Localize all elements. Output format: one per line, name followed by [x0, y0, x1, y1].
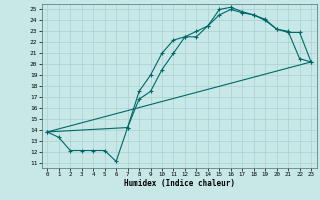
X-axis label: Humidex (Indice chaleur): Humidex (Indice chaleur)	[124, 179, 235, 188]
